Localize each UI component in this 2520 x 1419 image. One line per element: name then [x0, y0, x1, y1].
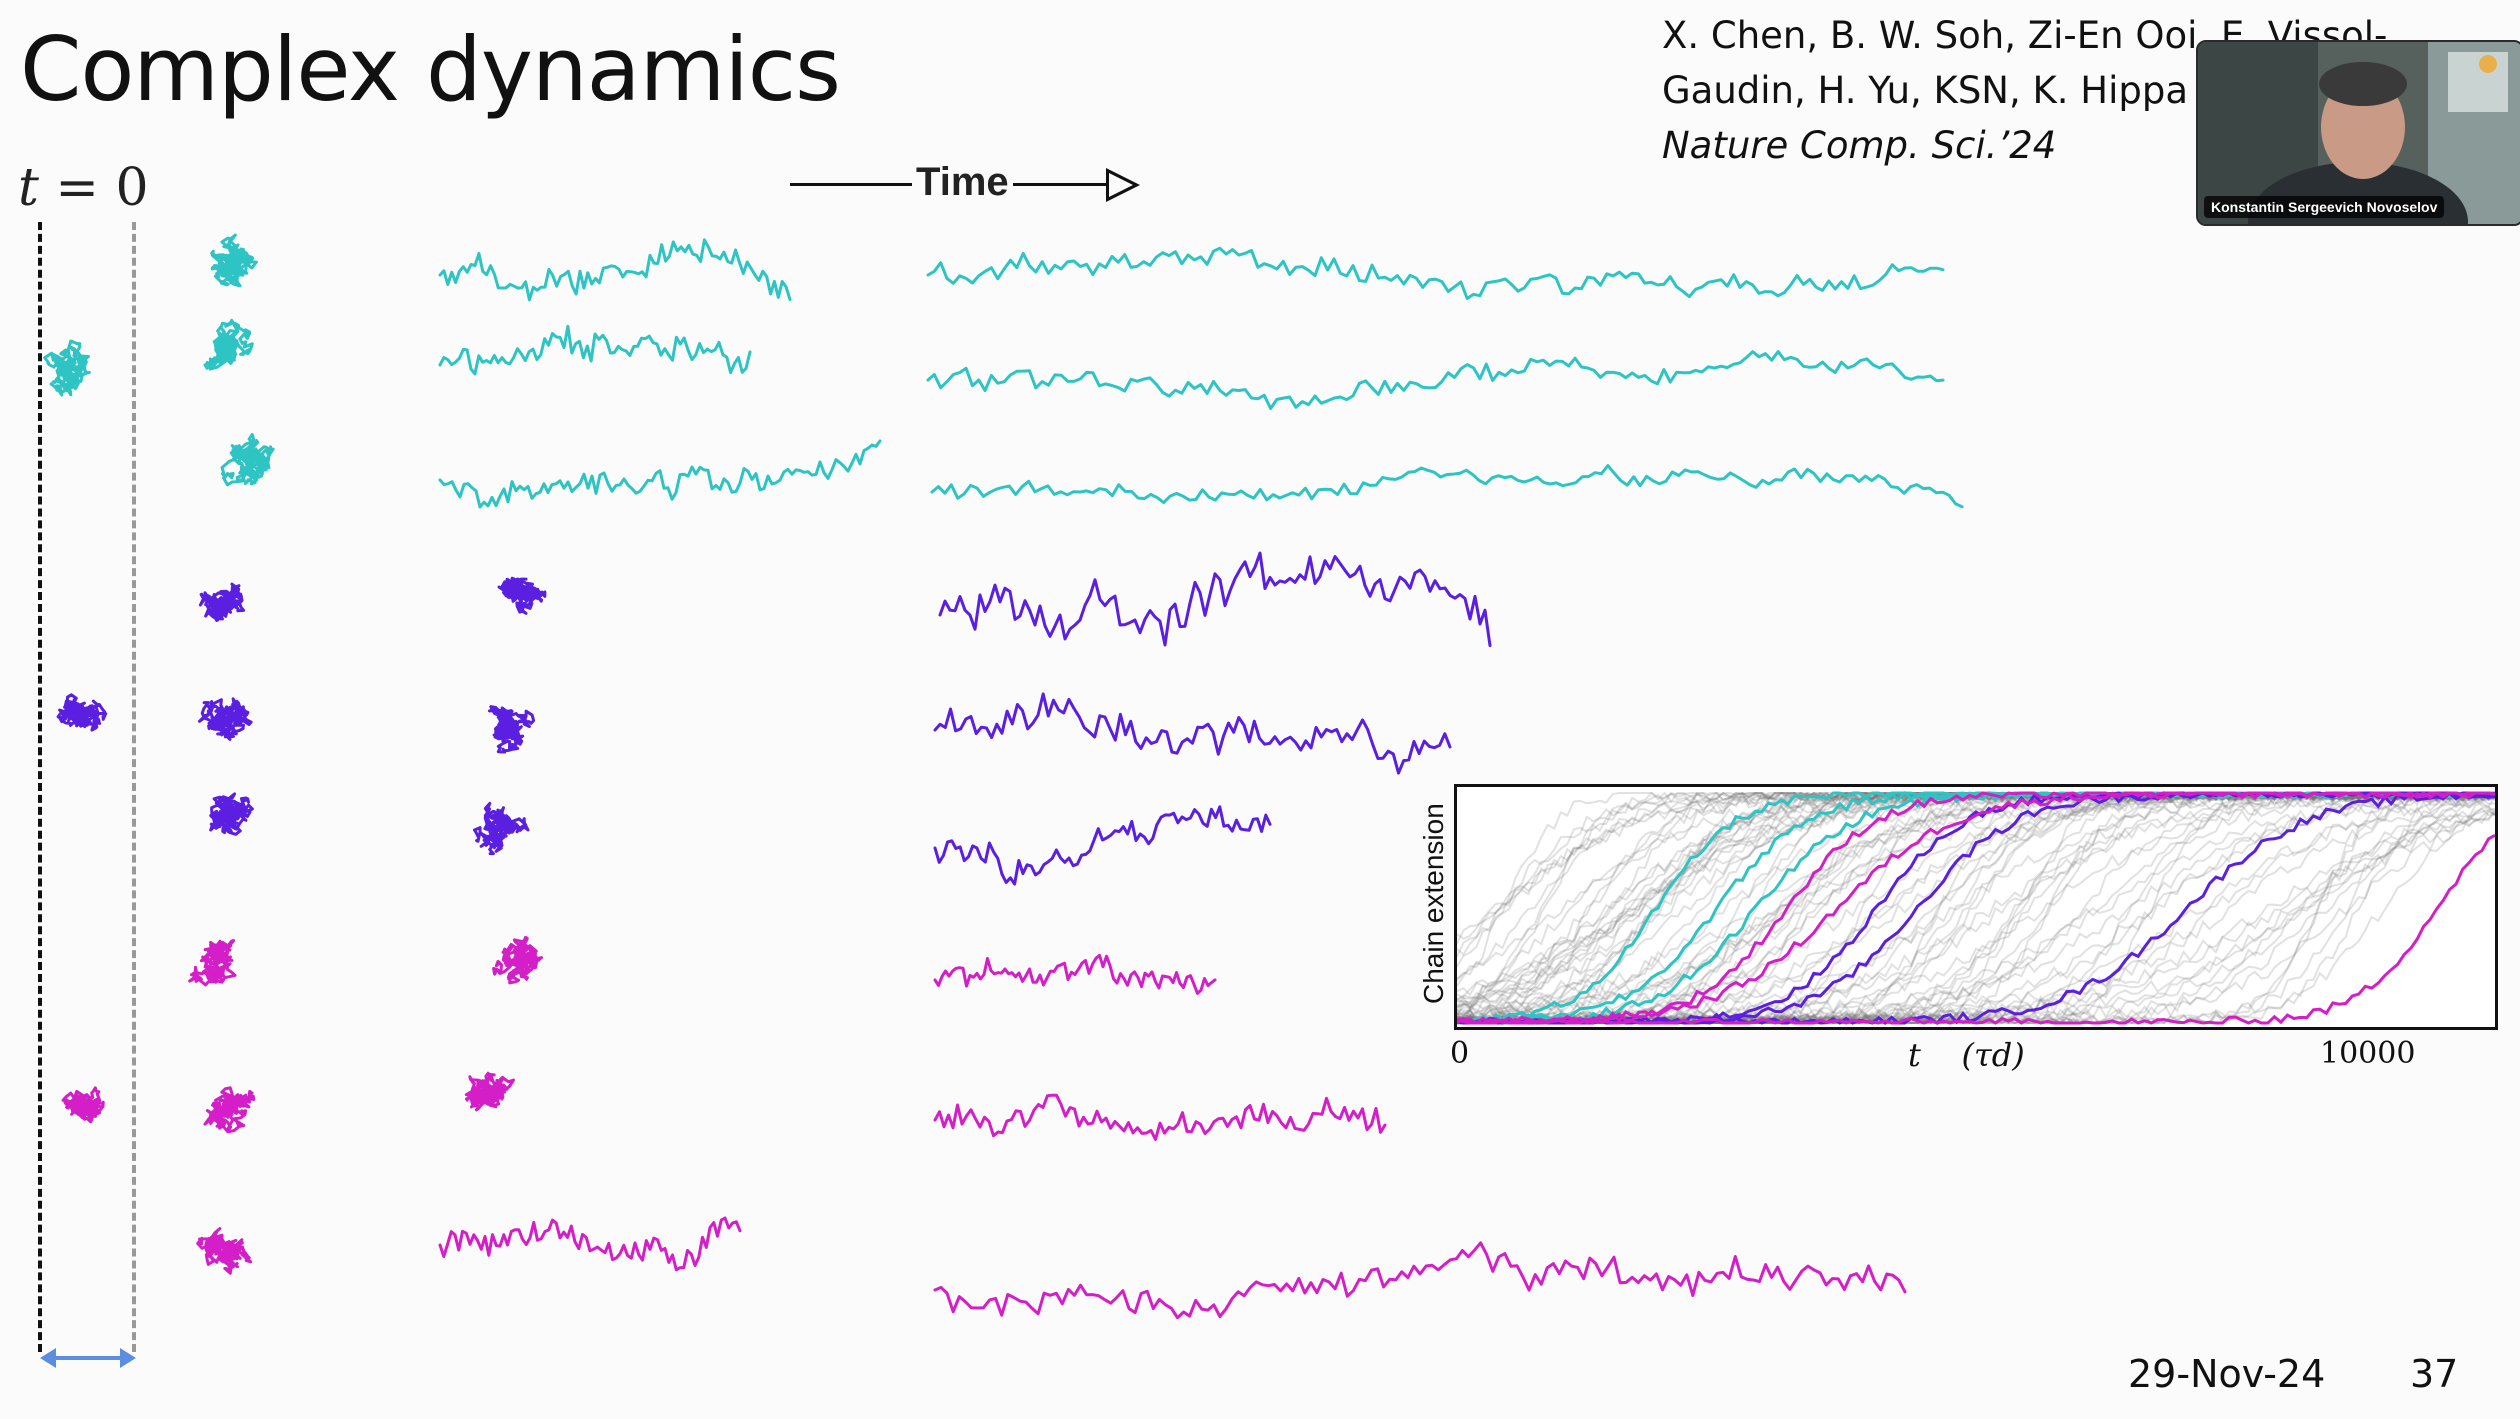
- chain-col4-7: [933, 1093, 1387, 1141]
- inset-x-max-label: 10000: [2320, 1036, 2416, 1071]
- video-tile[interactable]: Konstantin Sergeevich Novoselov: [2196, 40, 2520, 226]
- chain-t0-violet: [56, 693, 108, 732]
- reference-authors-line2: Gaudin, H. Yu, KSN, K. Hippa: [1662, 69, 2189, 112]
- footer-page-number: 37: [2410, 1352, 2459, 1396]
- chain-col4-2: [930, 464, 1964, 509]
- chain-col2-1: [203, 318, 254, 371]
- chain-col4-6: [933, 953, 1217, 995]
- chain-col4-5: [933, 805, 1272, 886]
- chain-col4-4: [933, 692, 1452, 775]
- reference-line-black: [38, 222, 42, 1352]
- chain-col2-7: [203, 1086, 256, 1134]
- chain-col4-0: [926, 246, 1945, 300]
- inset-plot-area: [1454, 784, 2498, 1030]
- chain-col3-4: [487, 705, 536, 754]
- reference-citation: X. Chen, B. W. Soh, Zi-En Ooi, E. Vissol…: [1662, 8, 2387, 173]
- inset-y-axis-label: Chain extension: [1418, 803, 1449, 1004]
- chain-col3-6: [492, 935, 543, 985]
- reference-line-gray: [132, 222, 136, 1352]
- double-arrow-icon: [40, 1348, 136, 1368]
- chain-col2-4: [198, 697, 253, 741]
- chain-col3-7: [464, 1071, 515, 1112]
- participant-video-feed: [2198, 42, 2520, 224]
- chain-col3-3: [497, 576, 547, 615]
- inset-gray-curve-21: [1457, 791, 2495, 1025]
- chain-extension-inset: Chain extension 0 t (τd) 10000: [1404, 778, 2504, 1078]
- t0-eq: = 0: [38, 158, 149, 218]
- chain-col2-0: [210, 233, 258, 288]
- inset-x-axis-label: t (τd): [1908, 1036, 2025, 1074]
- inset-curves: [1457, 790, 2495, 1026]
- chain-col2-8: [196, 1227, 253, 1275]
- inset-x-unit: (τd): [1961, 1036, 2025, 1074]
- chain-col2-5: [209, 792, 254, 836]
- inset-violet-curve-2: [1457, 791, 2495, 1025]
- chain-col3-5: [473, 801, 530, 856]
- chain-t0-cyan: [43, 339, 91, 397]
- chain-col2-6: [188, 939, 237, 987]
- time-label: Time: [912, 160, 1013, 205]
- footer-date: 29-Nov-24: [2128, 1352, 2326, 1396]
- t0-label: t = 0: [18, 158, 149, 218]
- t0-var: t: [18, 158, 39, 218]
- chain-col2-2: [220, 433, 275, 487]
- chain-t0-magenta: [61, 1086, 105, 1124]
- inset-x-var: t: [1908, 1036, 1921, 1074]
- chain-col3-0: [438, 238, 792, 302]
- slide-title: Complex dynamics: [20, 18, 841, 121]
- chain-col4-3: [938, 551, 1492, 648]
- inset-x-min-label: 0: [1450, 1036, 1470, 1071]
- chain-col3-8: [438, 1216, 742, 1272]
- reference-journal: Nature Comp. Sci.’24: [1662, 124, 2057, 167]
- chain-col2-3: [198, 582, 246, 622]
- inset-magenta-curve-2: [1457, 833, 2495, 1025]
- chain-col4-1: [926, 350, 1945, 410]
- chain-col4-8: [933, 1241, 1907, 1320]
- chain-col3-2: [438, 439, 882, 509]
- inset-magenta-curve-1: [1457, 791, 2495, 1025]
- participant-name-tag: Konstantin Sergeevich Novoselov: [2204, 196, 2445, 218]
- chain-col3-1: [438, 324, 752, 376]
- time-arrow-head-icon: [1106, 168, 1140, 202]
